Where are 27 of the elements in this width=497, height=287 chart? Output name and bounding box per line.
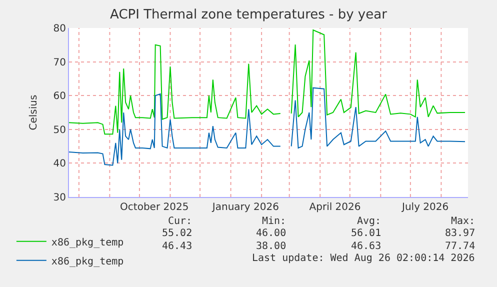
x-tick-label: January 2026 bbox=[211, 202, 279, 213]
text: 55.02 bbox=[162, 228, 192, 239]
text: 46.00 bbox=[256, 228, 286, 239]
y-tick-label: 60 bbox=[53, 91, 66, 102]
text: 46.43 bbox=[162, 241, 192, 252]
text: 56.01 bbox=[351, 228, 382, 239]
text: Min: bbox=[262, 216, 286, 227]
x-tick-label: July 2026 bbox=[401, 202, 449, 213]
text: Avg: bbox=[357, 216, 382, 227]
y-tick-label: 50 bbox=[53, 124, 66, 136]
text: Max: bbox=[451, 216, 476, 227]
y-tick-label: 30 bbox=[53, 192, 66, 204]
text: 83.97 bbox=[445, 228, 476, 239]
text: 77.74 bbox=[445, 241, 476, 252]
text: 38.00 bbox=[256, 241, 286, 252]
legend-label: x86_pkg_temp bbox=[51, 237, 124, 248]
x-tick-label: April 2026 bbox=[309, 202, 361, 213]
chart-title: ACPI Thermal zone temperatures - by year bbox=[110, 8, 388, 23]
text: Cur: bbox=[168, 216, 192, 227]
x-tick-label: October 2025 bbox=[120, 202, 189, 213]
y-tick-label: 40 bbox=[53, 158, 66, 170]
text: 46.63 bbox=[351, 241, 382, 252]
text: Last update: Wed Aug 26 02:00:14 2026 bbox=[252, 253, 475, 264]
y-tick-label: 80 bbox=[53, 24, 66, 34]
y-axis-title: Celsius bbox=[28, 94, 40, 130]
legend-label: x86_pkg_temp bbox=[51, 256, 124, 268]
y-tick-label: 70 bbox=[53, 57, 66, 68]
